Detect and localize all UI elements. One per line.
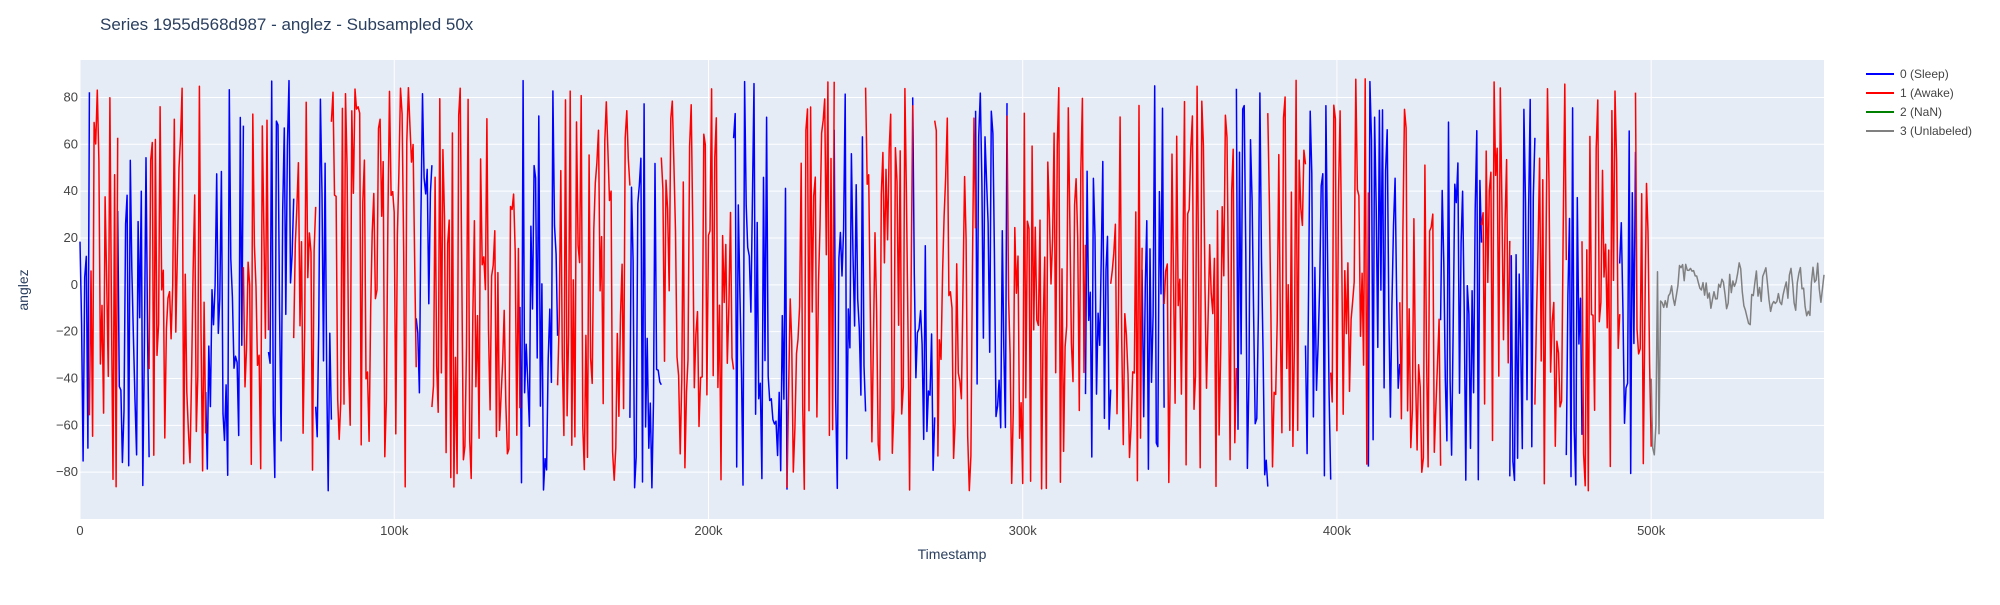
series-line [864, 87, 914, 491]
series-line [116, 156, 150, 487]
y-tick-label: 80 [64, 89, 78, 104]
legend-item[interactable]: 2 (NaN) [1866, 105, 1942, 119]
series-line [660, 88, 735, 481]
series-line [79, 92, 91, 462]
series-line [1006, 86, 1087, 490]
y-tick-label: −40 [56, 370, 78, 385]
series-line [933, 117, 977, 492]
series-line [1267, 79, 1307, 468]
series-line [242, 113, 270, 470]
series-line [1084, 160, 1112, 458]
series-line [314, 98, 333, 492]
x-tick-label: 500k [1637, 523, 1666, 538]
series-line [629, 103, 662, 489]
series-line [1235, 88, 1269, 487]
series-lines [79, 78, 1825, 492]
series-line [1581, 90, 1621, 492]
x-axis-title: Timestamp [918, 546, 987, 562]
legend-label: 2 (NaN) [1900, 105, 1942, 119]
legend-label: 0 (Sleep) [1900, 67, 1949, 81]
series-line [1618, 130, 1637, 475]
series-line [833, 93, 867, 490]
y-axis-title: anglez [15, 269, 31, 310]
y-tick-label: 60 [64, 136, 78, 151]
series-line [330, 86, 417, 488]
series-line [1163, 85, 1238, 488]
series-line [1565, 107, 1583, 486]
series-line [1509, 98, 1536, 482]
legend-item[interactable]: 1 (Awake) [1866, 86, 1954, 100]
x-tick-label: 200k [694, 523, 723, 538]
x-tick-label: 400k [1323, 523, 1352, 538]
y-tick-label: −20 [56, 324, 78, 339]
series-line [204, 89, 245, 477]
series-line [292, 101, 317, 471]
series-line [431, 87, 521, 488]
tick-labels: 80 60 40 20 0 −20 −40 −60 −80 0 100k 200k 300k 400k 50… [56, 89, 1666, 538]
y-tick-label: 0 [71, 277, 78, 292]
series-line [1634, 92, 1652, 465]
series-line [267, 79, 295, 479]
series-line [1109, 104, 1143, 482]
series-line [1367, 80, 1401, 467]
legend-item[interactable]: 0 (Sleep) [1866, 67, 1949, 81]
y-tick-label: −60 [56, 417, 78, 432]
series-line [1480, 81, 1511, 442]
series-line [415, 93, 433, 394]
y-tick-label: 40 [64, 183, 78, 198]
series-line [911, 97, 936, 472]
series-line [556, 90, 631, 481]
series-line [1329, 78, 1370, 465]
series-line [974, 92, 1008, 429]
chart-title: Series 1955d568d987 - anglez - Subsample… [100, 15, 474, 34]
series-line [732, 80, 788, 490]
legend-label: 1 (Awake) [1900, 86, 1954, 100]
legend-item[interactable]: 3 (Unlabeled) [1866, 124, 1972, 138]
series-line [148, 85, 207, 472]
y-tick-label: 20 [64, 230, 78, 245]
series-line [1304, 104, 1332, 480]
series-line [1650, 262, 1825, 456]
series-line [1534, 83, 1568, 485]
x-tick-label: 100k [380, 523, 409, 538]
series-line [1141, 85, 1165, 470]
series-line [88, 89, 119, 488]
legend[interactable]: 0 (Sleep) 1 (Awake) 2 (NaN) 3 (Unlabeled) [1866, 67, 1972, 138]
legend-label: 3 (Unlabeled) [1900, 124, 1972, 138]
x-tick-label: 300k [1009, 523, 1038, 538]
series-line [786, 81, 835, 491]
series-line [1399, 108, 1442, 473]
y-tick-label: −80 [56, 464, 78, 479]
series-line [1439, 121, 1483, 481]
x-tick-label: 0 [76, 523, 83, 538]
series-line [519, 79, 559, 491]
